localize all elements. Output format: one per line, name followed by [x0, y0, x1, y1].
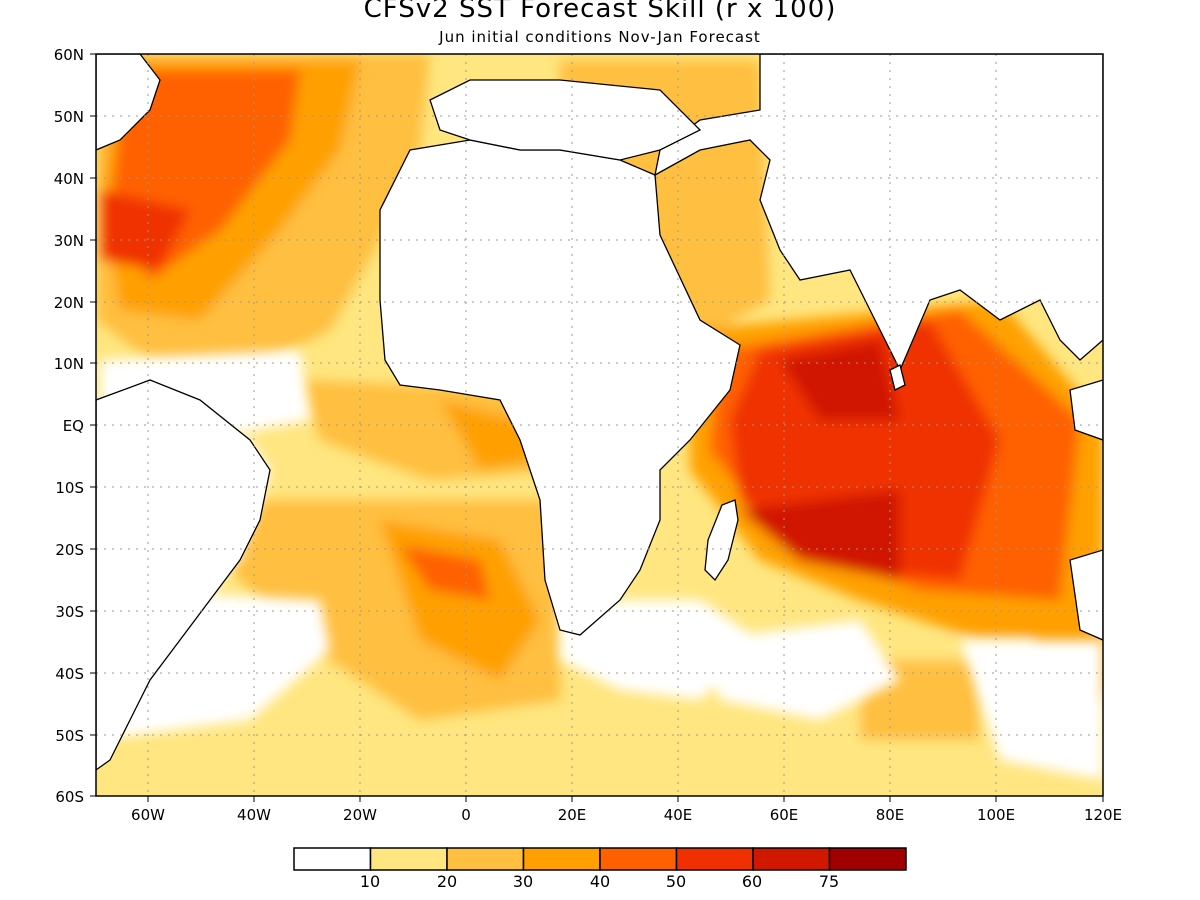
y-tick-label: 30N: [54, 232, 84, 250]
y-tick-label: EQ: [63, 417, 84, 435]
x-tick-label: 0: [461, 806, 471, 824]
axis-ticks: [90, 53, 1104, 802]
x-tick-label: 60E: [770, 806, 799, 824]
colorbar-label: 50: [665, 872, 687, 891]
colorbar-label: 60: [741, 872, 763, 891]
y-tick-label: 40N: [54, 170, 84, 188]
map-title: CFSv2 SST Forecast Skill (r x 100): [363, 0, 837, 24]
x-tick-label: 80E: [876, 806, 905, 824]
colorbar: [293, 847, 907, 871]
y-tick-label: 20N: [54, 294, 84, 312]
y-tick-label: 10S: [55, 479, 84, 497]
colorbar-swatch: [828, 847, 907, 871]
y-tick-label: 10N: [54, 355, 84, 373]
x-tick-label: 100E: [977, 806, 1015, 824]
colorbar-label: 20: [436, 872, 458, 891]
colorbar-swatch: [369, 847, 448, 871]
colorbar-swatch: [752, 847, 831, 871]
x-tick-label: 40W: [237, 806, 271, 824]
colorbar-label: 10: [359, 872, 381, 891]
x-tick-label: 60W: [131, 806, 165, 824]
y-tick-label: 60N: [54, 46, 84, 64]
colorbar-swatch: [675, 847, 754, 871]
colorbar-label: 40: [589, 872, 611, 891]
map-subtitle: Jun initial conditions Nov-Jan Forecast: [439, 28, 761, 46]
x-tick-label: 40E: [664, 806, 693, 824]
x-tick-label: 20E: [558, 806, 587, 824]
colorbar-swatch: [446, 847, 525, 871]
colorbar-swatch: [522, 847, 601, 871]
land-masses: [96, 54, 1103, 771]
y-tick-label: 40S: [55, 665, 84, 683]
colorbar-label: 75: [818, 872, 840, 891]
x-axis-labels: 60W 40W 20W 0 20E 40E 60E 80E 100E 120E: [131, 806, 1122, 824]
y-tick-label: 60S: [55, 788, 84, 806]
x-tick-label: 20W: [343, 806, 377, 824]
y-tick-label: 50N: [54, 108, 84, 126]
colorbar-label: 30: [512, 872, 534, 891]
x-tick-label: 120E: [1084, 806, 1122, 824]
colorbar-swatch: [293, 847, 372, 871]
y-tick-label: 50S: [55, 727, 84, 745]
y-tick-label: 30S: [55, 603, 84, 621]
colorbar-swatch: [599, 847, 678, 871]
y-axis-labels: 60N 50N 40N 30N 20N 10N EQ 10S 20S 30S 4…: [54, 46, 84, 806]
y-tick-label: 20S: [55, 541, 84, 559]
